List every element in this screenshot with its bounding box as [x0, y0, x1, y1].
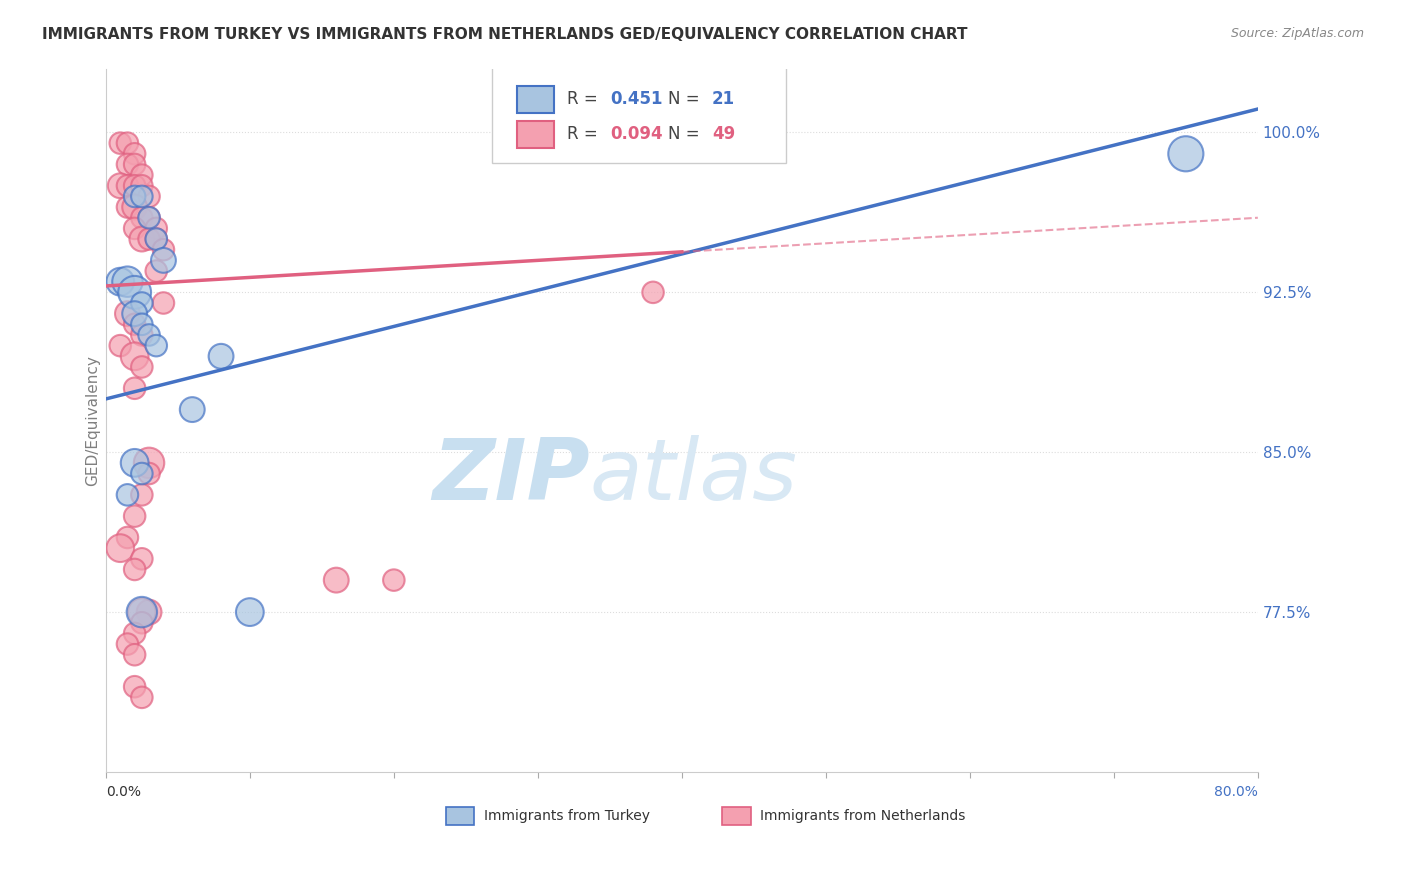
Point	[124, 626, 146, 640]
Point	[117, 136, 139, 150]
Point	[138, 211, 160, 225]
Point	[131, 189, 153, 203]
Text: 0.0%: 0.0%	[105, 785, 141, 798]
Point	[110, 178, 132, 193]
Point	[124, 307, 146, 321]
Point	[117, 200, 139, 214]
Text: atlas: atlas	[589, 435, 797, 518]
Text: Immigrants from Turkey: Immigrants from Turkey	[484, 808, 650, 822]
Point	[138, 232, 160, 246]
FancyBboxPatch shape	[517, 121, 554, 148]
Text: Immigrants from Netherlands: Immigrants from Netherlands	[761, 808, 966, 822]
Point	[117, 307, 139, 321]
Point	[124, 381, 146, 395]
Text: 49: 49	[711, 125, 735, 143]
Point	[124, 178, 146, 193]
Text: 21: 21	[711, 90, 735, 108]
Point	[152, 296, 174, 310]
Point	[145, 338, 167, 352]
Text: N =: N =	[668, 125, 704, 143]
Point	[110, 275, 132, 289]
Point	[124, 157, 146, 171]
Point	[131, 551, 153, 566]
Point	[110, 136, 132, 150]
Point	[131, 605, 153, 619]
Point	[131, 359, 153, 374]
Point	[1174, 146, 1197, 161]
Point	[124, 562, 146, 576]
Point	[382, 573, 405, 587]
Point	[124, 648, 146, 662]
Point	[138, 328, 160, 343]
Point	[131, 211, 153, 225]
Point	[145, 221, 167, 235]
Text: R =: R =	[567, 125, 603, 143]
Point	[138, 467, 160, 481]
Point	[131, 318, 153, 332]
Point	[209, 349, 232, 363]
Text: IMMIGRANTS FROM TURKEY VS IMMIGRANTS FROM NETHERLANDS GED/EQUIVALENCY CORRELATIO: IMMIGRANTS FROM TURKEY VS IMMIGRANTS FRO…	[42, 27, 967, 42]
Point	[181, 402, 204, 417]
Point	[138, 456, 160, 470]
Point	[138, 605, 160, 619]
Point	[124, 318, 146, 332]
Point	[117, 531, 139, 545]
FancyBboxPatch shape	[517, 87, 554, 112]
Text: ZIP: ZIP	[432, 435, 589, 518]
Point	[131, 328, 153, 343]
FancyBboxPatch shape	[723, 807, 751, 825]
Point	[131, 178, 153, 193]
Point	[124, 200, 146, 214]
Point	[145, 232, 167, 246]
Point	[239, 605, 262, 619]
Point	[124, 680, 146, 694]
Point	[131, 488, 153, 502]
Point	[117, 637, 139, 651]
Y-axis label: GED/Equivalency: GED/Equivalency	[86, 355, 100, 485]
Point	[131, 232, 153, 246]
Point	[152, 243, 174, 257]
Point	[124, 349, 146, 363]
Text: Source: ZipAtlas.com: Source: ZipAtlas.com	[1230, 27, 1364, 40]
FancyBboxPatch shape	[492, 62, 786, 163]
Point	[117, 178, 139, 193]
Point	[131, 605, 153, 619]
Point	[124, 285, 146, 300]
Text: R =: R =	[567, 90, 603, 108]
Point	[124, 509, 146, 524]
Point	[641, 285, 664, 300]
Point	[131, 690, 153, 705]
Text: 0.451: 0.451	[610, 90, 662, 108]
Point	[124, 456, 146, 470]
Point	[138, 211, 160, 225]
Point	[110, 338, 132, 352]
Point	[131, 615, 153, 630]
Point	[145, 264, 167, 278]
FancyBboxPatch shape	[446, 807, 474, 825]
Point	[124, 146, 146, 161]
Point	[138, 189, 160, 203]
Point	[117, 488, 139, 502]
Point	[117, 275, 139, 289]
Text: 0.094: 0.094	[610, 125, 664, 143]
Point	[117, 157, 139, 171]
Point	[325, 573, 347, 587]
Point	[131, 296, 153, 310]
Point	[124, 221, 146, 235]
Point	[131, 168, 153, 182]
Point	[131, 467, 153, 481]
Text: 80.0%: 80.0%	[1213, 785, 1258, 798]
Point	[110, 541, 132, 556]
Text: N =: N =	[668, 90, 704, 108]
Point	[145, 232, 167, 246]
Point	[124, 189, 146, 203]
Point	[152, 253, 174, 268]
